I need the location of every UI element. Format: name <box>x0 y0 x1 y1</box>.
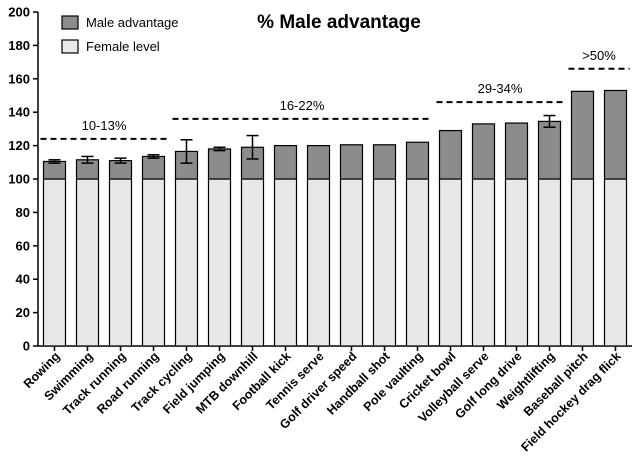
bar-female-level <box>108 178 133 347</box>
legend-label: Male advantage <box>86 15 179 30</box>
bar-female-level <box>273 178 298 347</box>
bar-male-advantage <box>339 144 364 180</box>
y-tick-label: 120 <box>8 138 30 153</box>
bar-male-advantage <box>372 144 397 180</box>
bar-male-advantage <box>273 145 298 180</box>
bracket-label: 10-13% <box>82 118 127 133</box>
bar-female-level <box>75 178 100 347</box>
legend: Male advantage Female level <box>61 15 179 54</box>
bar-male-advantage <box>42 160 67 180</box>
legend-swatch <box>61 39 79 54</box>
y-tick-label: 200 <box>8 5 30 20</box>
bar-female-level <box>471 178 496 347</box>
y-tick-label: 140 <box>8 105 30 120</box>
axes: 0 20 40 60 80 100 120 140 160 180 200 <box>8 5 632 354</box>
bracket-label: 29-34% <box>478 81 523 96</box>
bar-male-advantage <box>438 129 463 180</box>
bar-male-advantage <box>603 89 628 180</box>
legend-label: Female level <box>86 39 160 54</box>
y-tick-label: 60 <box>16 238 30 253</box>
y-tick-label: 80 <box>16 205 30 220</box>
bar-male-advantage <box>306 145 331 180</box>
bar-female-level <box>405 178 430 347</box>
brackets: 10-13% 16-22% 29-34% >50% <box>40 48 630 140</box>
y-tick-label: 20 <box>16 305 30 320</box>
y-tick-label: 100 <box>8 172 30 187</box>
bar-female-level <box>306 178 331 347</box>
bar-female-level <box>372 178 397 347</box>
error-bars <box>48 114 556 164</box>
bars <box>42 89 628 347</box>
bar-female-level <box>537 178 562 347</box>
legend-swatch <box>61 15 79 30</box>
bar-male-advantage <box>537 120 562 180</box>
y-tick-label: 180 <box>8 38 30 53</box>
bar-female-level <box>504 178 529 347</box>
y-tick-label: 40 <box>16 272 30 287</box>
bar-female-level <box>207 178 232 347</box>
bar-male-advantage <box>141 155 166 180</box>
bar-female-level <box>570 178 595 347</box>
y-tick-label: 0 <box>23 339 30 354</box>
bar-male-advantage <box>504 122 529 180</box>
y-tick-label: 160 <box>8 71 30 86</box>
bar-male-advantage <box>570 90 595 180</box>
bar-female-level <box>339 178 364 347</box>
bar-female-level <box>42 178 67 347</box>
bar-female-level <box>438 178 463 347</box>
bar-male-advantage <box>207 148 232 180</box>
bar-female-level <box>603 178 628 347</box>
bracket-label: >50% <box>582 48 616 63</box>
bar-female-level <box>240 178 265 347</box>
bracket-label: 16-22% <box>280 98 325 113</box>
bar-female-level <box>141 178 166 347</box>
chart-title: % Male advantage <box>257 12 421 33</box>
bar-male-advantage <box>405 141 430 180</box>
bar-male-advantage <box>471 123 496 180</box>
bar-female-level <box>174 178 199 347</box>
